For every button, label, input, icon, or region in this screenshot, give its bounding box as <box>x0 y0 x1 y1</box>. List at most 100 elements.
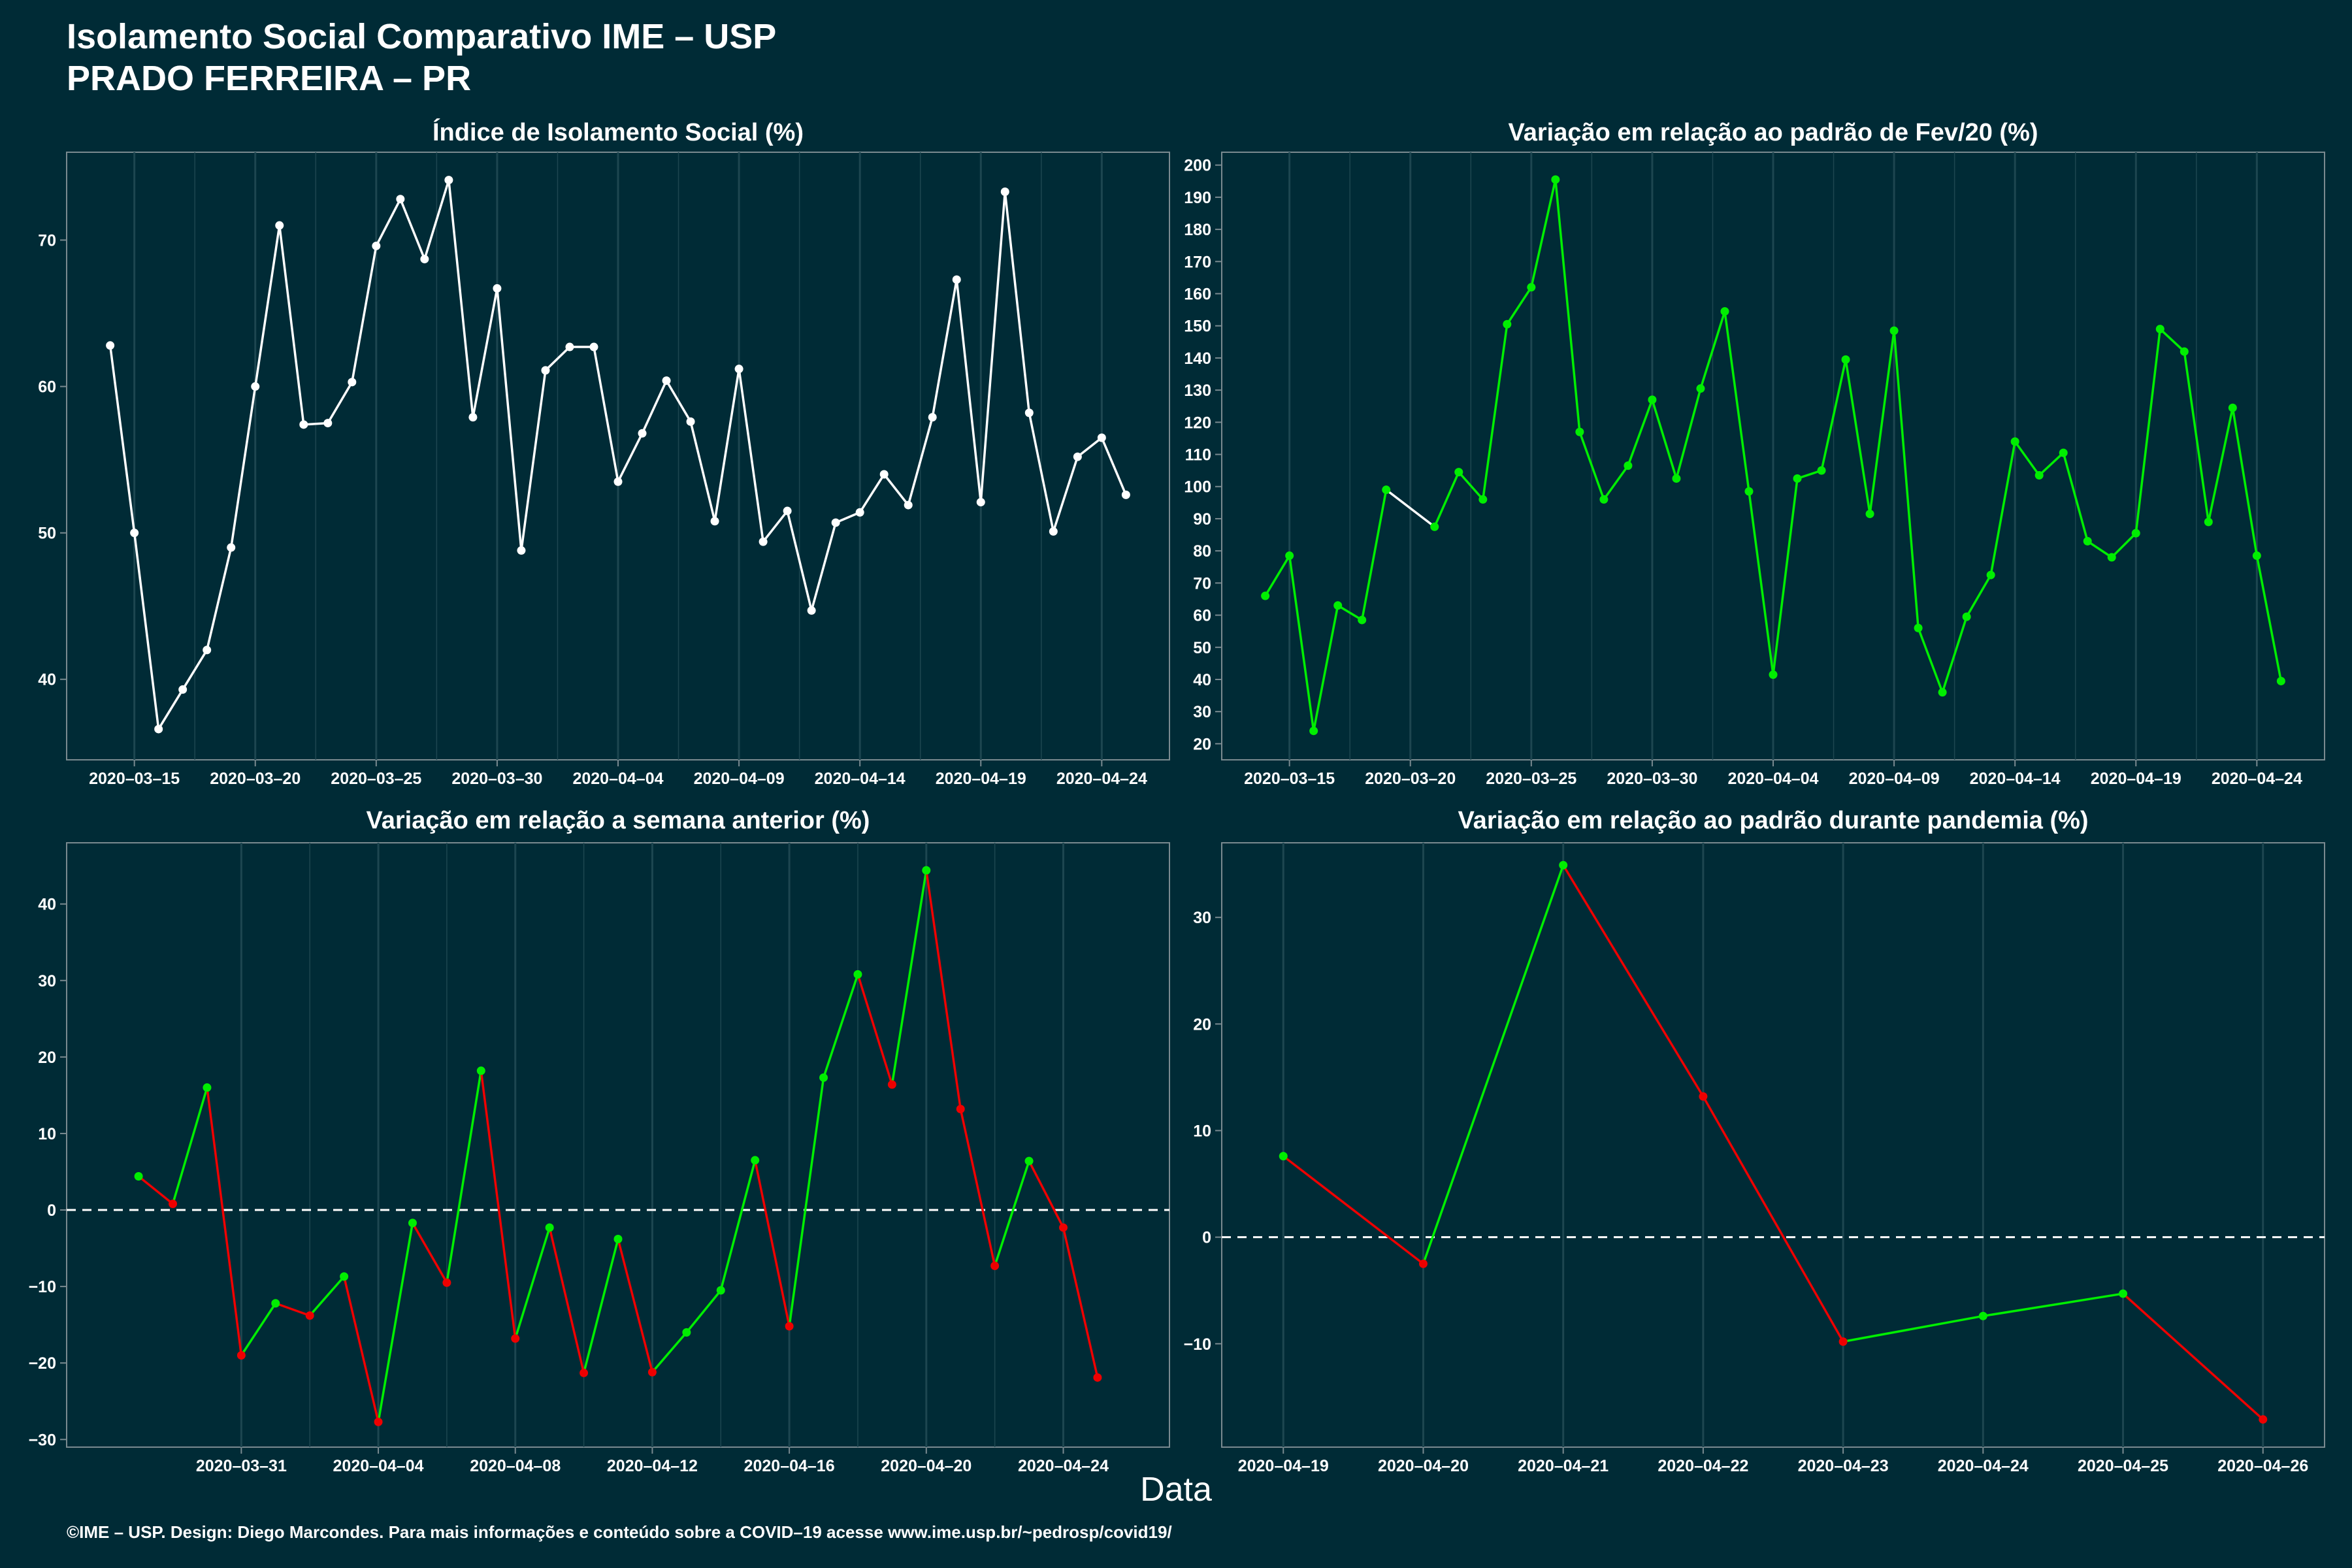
series-segment <box>979 190 1007 504</box>
series-segment <box>1844 358 1871 515</box>
data-point <box>1889 326 1899 335</box>
data-point <box>275 221 284 230</box>
series-segment <box>2110 532 2138 559</box>
panel-title-isolation-index: Índice de Isolamento Social (%) <box>433 118 804 146</box>
y-tick-label: 10 <box>1193 1122 1211 1140</box>
data-point <box>928 413 937 422</box>
data-point <box>1358 615 1367 625</box>
panel-isolation-index: Índice de Isolamento Social (%) 2020–03–… <box>38 118 1170 788</box>
y-tick-label: 80 <box>1193 542 1211 561</box>
data-point <box>759 537 768 546</box>
series-segment <box>1312 604 1339 732</box>
data-point <box>2034 471 2044 480</box>
data-point <box>203 1083 212 1092</box>
plot-frame <box>66 842 1170 1448</box>
series-segment <box>171 1086 208 1205</box>
series-segment <box>2255 554 2283 683</box>
x-tick-label: 2020–03–25 <box>1486 770 1576 788</box>
data-point <box>887 1080 896 1089</box>
series-segment <box>351 244 378 384</box>
data-point <box>2252 551 2261 561</box>
y-tick-label: 110 <box>1185 446 1211 465</box>
series-segment <box>1941 615 1968 694</box>
data-point <box>1865 510 1874 519</box>
data-point <box>853 970 862 979</box>
data-point <box>976 498 985 507</box>
series-segment <box>907 416 934 506</box>
series-segment <box>375 197 402 248</box>
series-segment <box>1627 399 1654 467</box>
data-point <box>1058 1223 1068 1232</box>
series-segment <box>2207 406 2234 523</box>
series-segment <box>713 367 740 523</box>
data-point <box>1648 395 1657 404</box>
series-segment <box>1028 412 1055 533</box>
data-point <box>517 546 526 555</box>
panel-title-variation-pandemic: Variação em relação ao padrão durante pa… <box>1458 807 2088 834</box>
data-point <box>1000 188 1009 197</box>
series-segment <box>2183 350 2210 523</box>
series-segment <box>1264 554 1291 597</box>
data-point <box>819 1073 828 1082</box>
x-tick-label: 2020–03–20 <box>1365 770 1456 788</box>
data-point <box>1093 1373 1102 1382</box>
series-segment <box>617 432 644 483</box>
series-segment <box>1360 488 1388 621</box>
data-point <box>1769 670 1778 679</box>
data-point <box>2059 448 2068 457</box>
data-point <box>1024 1156 1034 1166</box>
data-point <box>990 1262 1000 1270</box>
data-point <box>785 1322 794 1331</box>
series-segment <box>423 178 450 261</box>
series-segment <box>1869 329 1895 515</box>
series-segment <box>925 869 962 1111</box>
series-segment <box>810 521 837 612</box>
series-segment <box>1288 554 1315 732</box>
y-tick-label: 30 <box>1193 703 1211 721</box>
series-segment <box>133 531 160 730</box>
series-segment <box>1820 358 1847 472</box>
y-tick-label: 30 <box>38 972 56 990</box>
series-segment <box>2121 1292 2264 1421</box>
data-point <box>1418 1259 1428 1268</box>
x-tick-label: 2020–03–25 <box>331 770 421 788</box>
series-segment <box>955 278 983 504</box>
data-point <box>2107 553 2116 562</box>
data-point <box>545 1223 554 1232</box>
y-tick-label: 40 <box>38 896 56 914</box>
data-point <box>227 543 236 552</box>
data-point <box>444 176 453 185</box>
data-point <box>1699 1092 1708 1101</box>
series-segment <box>1651 399 1678 480</box>
series-segment <box>834 511 861 524</box>
series-segment <box>582 1237 619 1375</box>
panel-title-variation-feb: Variação em relação ao padrão de Fev/20 … <box>1508 119 2038 146</box>
series-segment <box>993 1160 1030 1267</box>
data-point <box>2259 1415 2268 1424</box>
data-point <box>1279 1152 1288 1161</box>
series-segment <box>1530 178 1557 289</box>
y-tick-label: 20 <box>1193 735 1211 753</box>
data-point <box>956 1104 965 1113</box>
series-segment <box>1282 1154 1425 1266</box>
data-point <box>2180 347 2189 356</box>
series-segment <box>446 1070 483 1284</box>
series-segment <box>1554 178 1581 433</box>
y-tick-label: 20 <box>1193 1015 1211 1034</box>
x-tick-label: 2020–04–08 <box>470 1457 561 1475</box>
y-tick-label: 150 <box>1184 318 1211 336</box>
x-tick-label: 2020–03–31 <box>196 1457 287 1475</box>
series-segment <box>1506 286 1533 326</box>
y-tick-label: 60 <box>1193 607 1211 625</box>
data-point <box>340 1272 349 1281</box>
data-point <box>1097 433 1106 442</box>
panel-title-variation-week: Variação em relação a semana anterior (%… <box>367 807 870 834</box>
data-point <box>1285 551 1294 561</box>
y-tick-label: 90 <box>1193 510 1211 529</box>
y-tick-label: 40 <box>1193 671 1211 689</box>
data-point <box>1978 1311 1987 1320</box>
location-subtitle: PRADO FERREIRA – PR <box>67 59 472 98</box>
x-tick-label: 2020–04–14 <box>1970 770 2061 788</box>
data-point <box>2131 529 2140 538</box>
